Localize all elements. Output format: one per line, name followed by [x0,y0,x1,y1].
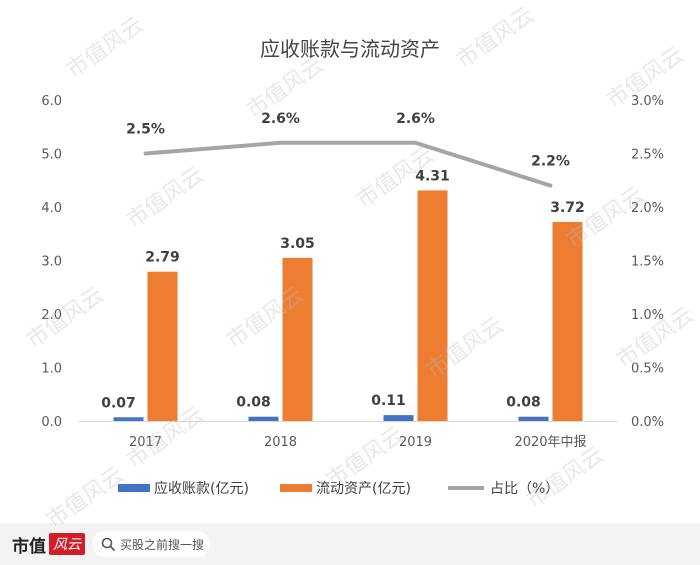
search-icon [101,537,115,551]
y-right-tick-label: 3.0% [631,94,664,109]
y-left-tick-label: 0.0 [41,415,62,430]
brand-name: 市值 [12,536,46,557]
bar-data-label: 0.07 [101,395,136,411]
y-right-tick-label: 0.0% [631,415,664,430]
footer-bar: 市值 风云 买股之前搜一搜 [0,523,700,565]
y-left-tick-label: 4.0 [41,201,62,216]
x-tick-label: 2018 [264,435,297,450]
y-right-tick-label: 0.5% [631,362,664,377]
bar-data-label: 4.31 [415,168,450,184]
y-right-tick-label: 1.0% [631,308,664,323]
search-box[interactable]: 买股之前搜一搜 [92,531,210,557]
chart: 应收账款与流动资产 0.0 1.0 2.0 3.0 4.0 5.0 6.0 0.0% 0.5% 1.… [41,37,664,497]
bar-data-label: 3.72 [550,200,585,216]
current-assets-bar[interactable] [282,257,313,421]
x-tick-label: 2017 [129,435,162,450]
bar-data-label: 2.79 [145,250,180,266]
y-left-tick-label: 2.0 [41,308,62,323]
bar-data-label: 3.05 [280,236,315,252]
current-assets-bar[interactable] [417,190,448,421]
ratio-data-label: 2.6% [396,111,435,127]
receivables-bar[interactable] [383,415,414,421]
y-right-tick-label: 1.5% [631,255,664,270]
y-left-tick-label: 3.0 [41,255,62,270]
y-left-tick-label: 6.0 [41,94,62,109]
receivables-bar[interactable] [248,416,279,421]
y-right-tick-label: 2.5% [631,148,664,163]
current-assets-bar[interactable] [552,221,583,421]
brand-logo[interactable]: 市值 风云 [12,532,85,557]
brand-seal: 风云 [49,533,85,555]
current-assets-bar[interactable] [147,271,178,421]
search-placeholder: 买股之前搜一搜 [120,537,205,552]
receivables-bar[interactable] [113,417,144,421]
ratio-data-label: 2.2% [531,154,570,170]
y-left-tick-label: 5.0 [41,148,62,163]
x-tick-label: 2020年中报 [514,435,586,450]
receivables-bar[interactable] [518,416,549,421]
legend-label[interactable]: 占比（%） [490,481,559,497]
bar-data-label: 0.08 [506,395,541,411]
x-tick-label: 2019 [399,435,432,450]
bar-data-label: 0.08 [236,395,271,411]
legend-label[interactable]: 应收账款(亿元) [154,480,249,497]
ratio-data-label: 2.5% [126,122,165,138]
legend-label[interactable]: 流动资产(亿元) [316,481,411,497]
y-right-tick-label: 2.0% [631,201,664,216]
legend-swatch [118,484,150,492]
chart-title: 应收账款与流动资产 [260,37,440,61]
bar-data-label: 0.11 [371,393,406,409]
y-left-tick-label: 1.0 [41,362,62,377]
ratio-line[interactable] [143,140,553,188]
legend-swatch [280,484,312,492]
ratio-data-label: 2.6% [261,111,300,127]
